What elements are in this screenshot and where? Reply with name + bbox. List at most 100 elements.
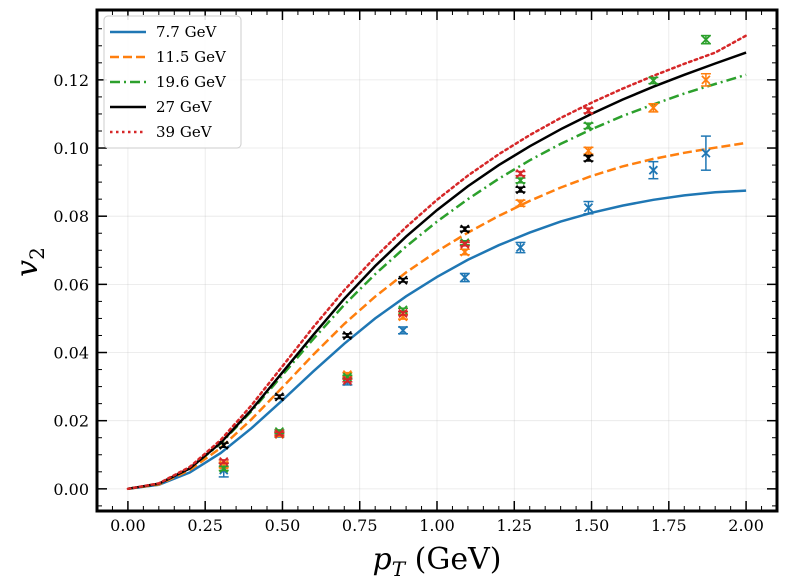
data-point (342, 330, 353, 341)
x-marker (219, 463, 229, 474)
x-marker (515, 175, 526, 186)
data-point (515, 241, 526, 254)
x-marker (583, 105, 594, 116)
curve-7-7-gev (127, 189, 747, 491)
x-marker (583, 153, 594, 163)
data-point (700, 72, 711, 87)
x-marker (342, 330, 353, 341)
data-points (218, 34, 711, 478)
legend-item: 27 GeV (110, 98, 213, 116)
data-point (515, 184, 526, 195)
model-curves (126, 34, 748, 491)
data-point (218, 440, 229, 450)
x-tick-label: 0.75 (342, 516, 378, 535)
curve-39-gev (126, 34, 748, 491)
data-point (700, 34, 711, 45)
x-tick-label: 1.25 (496, 516, 532, 535)
x-marker (274, 392, 285, 402)
curve-27-gev (127, 51, 747, 491)
x-marker (583, 146, 594, 156)
x-marker (515, 168, 526, 179)
x-tick-label: 1.75 (651, 516, 687, 535)
data-point (583, 200, 594, 215)
x-marker (515, 242, 526, 253)
data-point (583, 121, 594, 131)
legend-label: 27 GeV (156, 98, 213, 116)
data-point (515, 175, 526, 186)
grid (97, 10, 777, 511)
x-marker (274, 428, 285, 439)
x-marker (460, 247, 470, 257)
data-point (700, 135, 711, 171)
data-point (515, 168, 526, 179)
legend: 7.7 GeV 11.5 GeV 19.6 GeV 27 GeV 39 GeV (103, 15, 242, 149)
y-tick-label: 0.04 (53, 344, 89, 363)
series-points-27-gev (218, 153, 594, 450)
y-tick-label: 0.08 (53, 207, 89, 226)
data-point (342, 375, 353, 386)
plot-frame (95, 8, 779, 513)
legend-label: 11.5 GeV (156, 48, 227, 66)
x-marker (398, 312, 408, 322)
data-point (583, 105, 594, 116)
x-marker (583, 203, 594, 213)
x-axis-label: pT (GeV) (373, 542, 502, 581)
x-marker (219, 456, 229, 467)
x-tick-label: 0.00 (110, 516, 146, 535)
x-tick-label: 2.00 (728, 516, 764, 535)
data-point (459, 224, 470, 234)
legend-item: 39 GeV (110, 123, 213, 141)
x-marker (583, 121, 594, 131)
x-marker (515, 184, 526, 195)
data-point (648, 75, 659, 86)
data-point (459, 272, 470, 283)
x-marker (460, 224, 470, 234)
legend-item: 11.5 GeV (110, 48, 227, 66)
x-tick-label: 0.50 (265, 516, 301, 535)
legend-label: 7.7 GeV (156, 23, 217, 41)
x-marker (701, 35, 711, 45)
x-tick-label: 0.25 (187, 516, 223, 535)
x-marker (460, 272, 470, 283)
y-axis-label: v2 (10, 247, 49, 277)
x-marker (648, 103, 659, 113)
y-tick-label: 0.12 (53, 71, 89, 90)
legend-label: 19.6 GeV (156, 73, 227, 91)
data-point (648, 102, 659, 113)
data-point (274, 428, 285, 439)
data-point (459, 239, 470, 249)
x-marker (648, 75, 659, 86)
x-marker (342, 375, 353, 386)
x-marker (460, 239, 470, 249)
x-marker (398, 275, 408, 285)
y-tick-label: 0.10 (53, 139, 89, 158)
x-marker (398, 308, 408, 318)
x-marker (701, 148, 711, 158)
y-tick-label: 0.02 (53, 412, 89, 431)
x-marker (398, 325, 408, 336)
legend-label: 39 GeV (156, 123, 213, 141)
legend-item: 19.6 GeV (110, 73, 227, 91)
data-point (583, 153, 594, 163)
curve-11-5-gev (127, 141, 747, 491)
x-tick-label: 1.50 (574, 516, 610, 535)
x-tick-label: 1.00 (419, 516, 455, 535)
x-marker (701, 75, 711, 85)
x-marker (219, 440, 229, 450)
data-point (274, 392, 285, 402)
data-point (218, 463, 229, 474)
series-points-39-gev (218, 105, 594, 467)
data-point (398, 325, 408, 336)
data-point (218, 456, 229, 467)
y-tick-label: 0.06 (53, 275, 89, 294)
data-point (459, 247, 470, 257)
data-point (648, 160, 659, 180)
legend-box (103, 15, 242, 149)
legend-item: 7.7 GeV (110, 23, 217, 41)
x-marker (515, 198, 526, 208)
data-point (515, 198, 526, 208)
data-point (398, 308, 408, 318)
y-tick-label: 0.00 (53, 480, 89, 499)
x-marker (398, 305, 408, 315)
